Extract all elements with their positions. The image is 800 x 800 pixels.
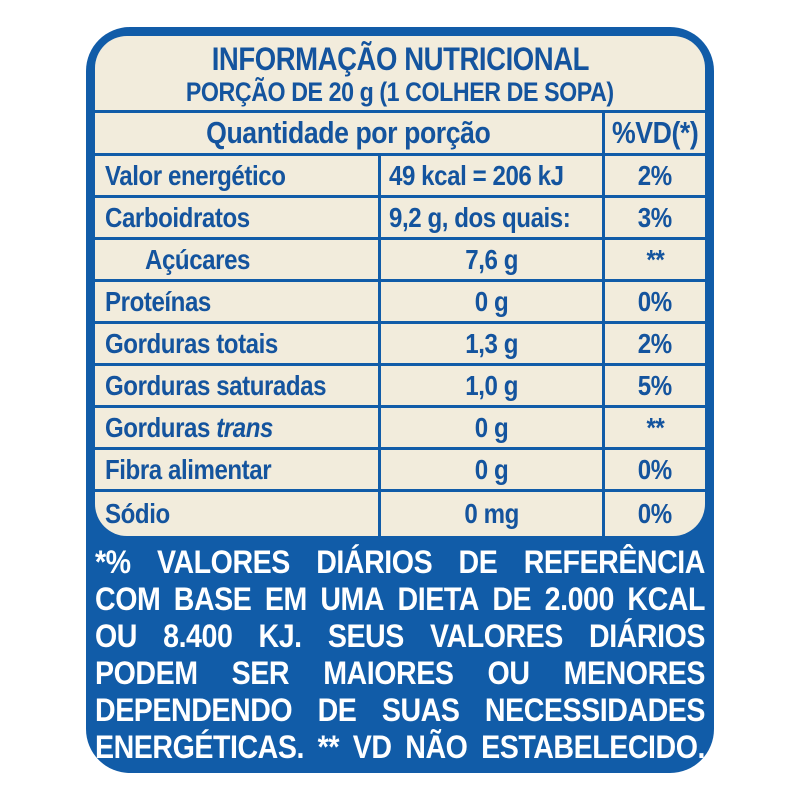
serving-size: PORÇÃO DE 20 g (1 COLHER DE SOPA) [151,77,649,108]
table-row: Carboidratos 9,2 g, dos quais: 3% [95,198,705,240]
table-row: Gorduras trans 0 g ** [95,408,705,450]
nutrient-dv: 5% [602,366,705,405]
nutrient-label: Gorduras totais [105,327,278,359]
table-row: Proteínas 0 g 0% [95,282,705,324]
table-header-row: Quantidade por porção %VD(*) [95,113,705,156]
nutrient-dv: 2% [602,324,705,363]
nutrient-label: Valor energético [105,159,286,191]
nutrition-label-panel: INFORMAÇÃO NUTRICIONAL PORÇÃO DE 20 g (1… [86,27,714,773]
nutrient-amount: 49 kcal = 206 kJ [378,156,602,195]
label-title-text: INFORMAÇÃO NUTRICIONAL [211,40,589,77]
nutrient-dv: ** [602,408,705,447]
daily-value-header: %VD(*) [602,113,705,153]
nutrient-amount: 0 g [378,408,602,447]
nutrient-label: Sódio [105,498,170,529]
serving-size-text: PORÇÃO DE 20 g (1 COLHER DE SOPA) [186,76,614,107]
nutrient-amount: 0 mg [378,492,602,536]
footnote-line: COM BASE EM UMA DIETA DE 2.000 KCAL [95,581,705,617]
nutrient-label: Gorduras saturadas [105,369,327,401]
label-title: INFORMAÇÃO NUTRICIONAL [181,41,620,77]
nutrition-rows: Valor energético 49 kcal = 206 kJ 2% Carboi… [95,156,705,536]
footnote-line: OU 8.400 KJ. SEUS VALORES DIÁRIOS [95,618,705,654]
nutrient-amount: 1,3 g [378,324,602,363]
nutrient-dv: 2% [602,156,705,195]
footnote-line: *% VALORES DIÁRIOS DE REFERÊNCIA [95,544,705,580]
nutrient-label: Fibra alimentar [105,453,272,485]
nutrient-dv: 0% [602,450,705,489]
table-row: Fibra alimentar 0 g 0% [95,450,705,492]
nutrition-card: INFORMAÇÃO NUTRICIONAL PORÇÃO DE 20 g (1… [95,36,705,536]
footnote-line: DEPENDENDO DE SUAS NECESSIDADES [95,692,706,728]
table-row: Valor energético 49 kcal = 206 kJ 2% [95,156,705,198]
nutrient-amount: 0 g [378,282,602,321]
footnote-line: PODEM SER MAIORES OU MENORES [95,655,705,691]
footnotes: *% VALORES DIÁRIOS DE REFERÊNCIA COM BASE EM UMA… [95,544,705,766]
table-row: Sódio 0 mg 0% [95,492,705,536]
table-row: Gorduras saturadas 1,0 g 5% [95,366,705,408]
table-row: Açúcares 7,6 g ** [95,240,705,282]
nutrient-dv: 0% [602,282,705,321]
nutrient-label: Proteínas [105,285,211,317]
footnote-line: ENERGÉTICAS. ** VD NÃO ESTABELECIDO. [95,729,705,765]
nutrient-amount: 7,6 g [378,240,602,279]
nutrient-amount: 1,0 g [378,366,602,405]
nutrient-label: Gorduras trans [105,411,273,443]
quantity-per-serving-header: Quantidade por porção [206,115,491,150]
nutrient-amount: 0 g [378,450,602,489]
table-row: Gorduras totais 1,3 g 2% [95,324,705,366]
label-header: INFORMAÇÃO NUTRICIONAL PORÇÃO DE 20 g (1… [95,36,705,113]
nutrient-dv: ** [602,240,705,279]
nutrient-dv: 0% [602,492,705,536]
nutrient-dv: 3% [602,198,705,237]
nutrient-label: Açúcares [145,243,251,275]
nutrient-amount: 9,2 g, dos quais: [378,198,602,237]
nutrient-label: Carboidratos [105,201,250,233]
